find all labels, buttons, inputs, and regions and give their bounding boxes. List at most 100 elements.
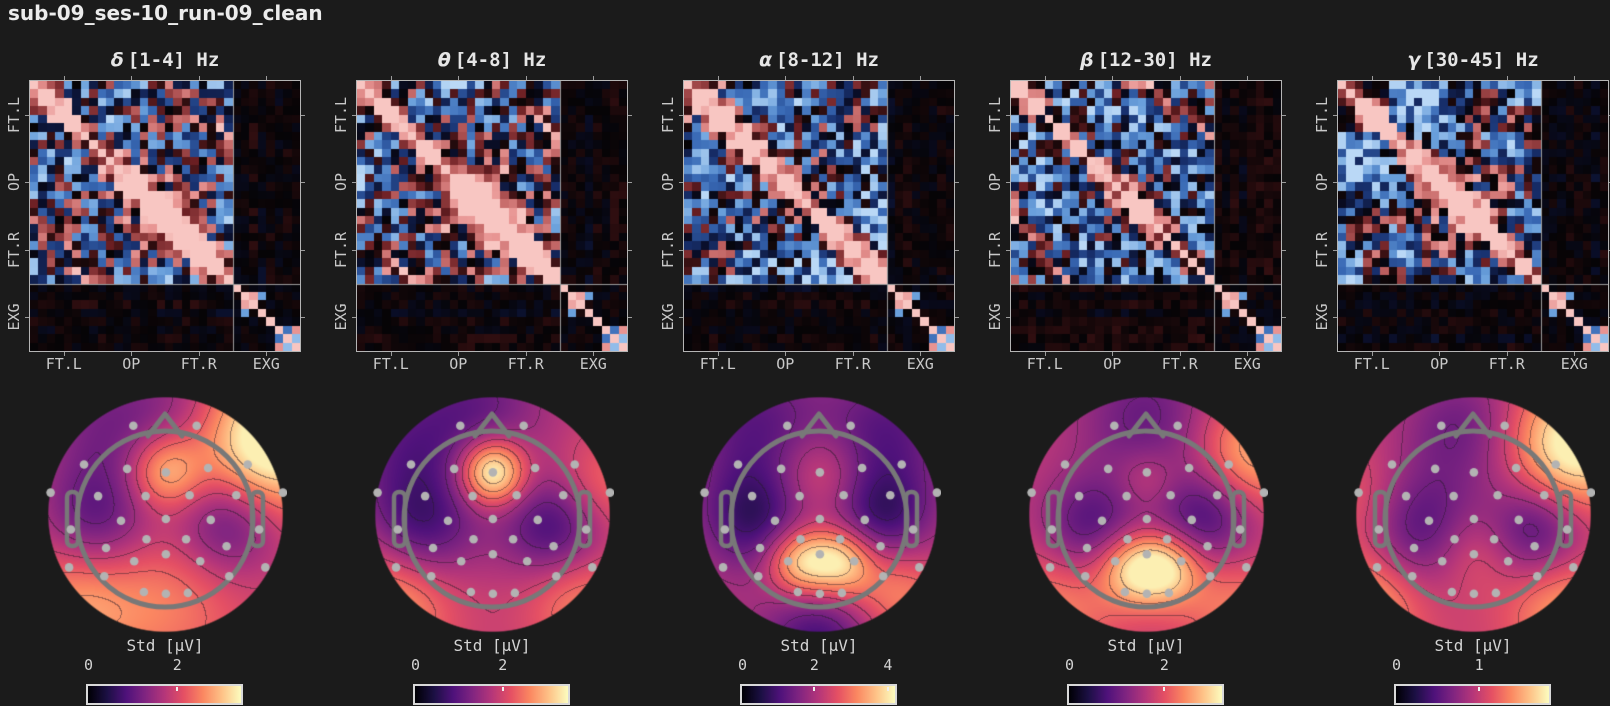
colorbar-tick-label: 2 (172, 656, 182, 674)
matrix-y-axis-label: EXG (659, 303, 677, 331)
matrix-x-axis-label: OP (1430, 355, 1449, 373)
axis-tick-mark (1439, 76, 1441, 80)
band-title: α [8-12] Hz (684, 49, 954, 71)
topomap (1024, 392, 1268, 636)
colorbar-tick-label: 2 (809, 656, 819, 674)
colorbar-title: Std [µV] (780, 636, 858, 655)
band-symbol: γ (1407, 49, 1421, 71)
axis-tick-mark (955, 317, 959, 319)
colorbar-tick-mark (501, 687, 504, 691)
band-symbol: α (758, 49, 773, 71)
colorbar-gradient (88, 686, 241, 703)
matrix-y-axis-label: FT.L (332, 96, 350, 133)
matrix-x-axis-label: OP (776, 355, 795, 373)
matrix-y-axis-label: OP (5, 173, 23, 192)
matrix-y-axis-label: FT.R (986, 231, 1004, 268)
colorbar-gradient (1069, 686, 1222, 703)
matrix-x-axis-label: FT.R (507, 355, 544, 373)
axis-tick-mark (1179, 352, 1181, 356)
matrix-y-axis-label: OP (986, 173, 1004, 192)
axis-tick-mark (301, 182, 305, 184)
matrix-x-axis-label: FT.R (834, 355, 871, 373)
axis-tick-mark (593, 352, 595, 356)
axis-tick-mark (785, 352, 787, 356)
colorbar-tick-label: 0 (737, 656, 748, 674)
band-title: δ [1-4] Hz (30, 49, 300, 71)
colorbar-tick-mark (1478, 687, 1481, 691)
axis-tick-mark (852, 76, 854, 80)
axis-tick-mark (920, 352, 922, 356)
matrix-y-axis-label: EXG (1313, 303, 1331, 331)
axis-tick-mark (785, 76, 787, 80)
axis-tick-mark (717, 76, 719, 80)
colorbar-title: Std [µV] (1107, 636, 1185, 655)
axis-tick-mark (955, 114, 959, 116)
matrix-x-axis-label: EXG (1560, 355, 1588, 373)
matrix-x-axis-label: OP (1103, 355, 1122, 373)
axis-tick-mark (1371, 352, 1373, 356)
axis-tick-mark (352, 317, 356, 319)
band-range: [1-4] Hz (127, 49, 220, 71)
axis-tick-mark (628, 317, 632, 319)
matrix-y-axis-label: EXG (5, 303, 23, 331)
axis-tick-mark (63, 76, 65, 80)
colorbar (413, 684, 570, 705)
matrix-x-axis-label: FT.L (1353, 355, 1390, 373)
axis-tick-mark (1574, 352, 1576, 356)
axis-tick-mark (458, 76, 460, 80)
colorbar-tick-label: 0 (1391, 656, 1402, 674)
axis-tick-mark (717, 352, 719, 356)
matrix-y-axis-label: FT.L (5, 96, 23, 133)
band-panel: β [12-30] Hz FT.L OP FT.R EXG FT.L OP FT.R EXG … (981, 0, 1308, 706)
colorbar-title: Std [µV] (453, 636, 531, 655)
axis-tick-mark (1439, 352, 1441, 356)
axis-tick-mark (920, 76, 922, 80)
axis-tick-mark (1247, 76, 1249, 80)
axis-tick-mark (628, 249, 632, 251)
matrix-x-axis-label: OP (449, 355, 468, 373)
axis-tick-mark (679, 317, 683, 319)
axis-tick-mark (458, 352, 460, 356)
axis-tick-mark (352, 114, 356, 116)
axis-tick-mark (301, 317, 305, 319)
band-panel: θ [4-8] Hz FT.L OP FT.R EXG FT.L OP FT.R EXG St… (327, 0, 654, 706)
axis-tick-mark (679, 182, 683, 184)
axis-tick-mark (679, 114, 683, 116)
axis-tick-mark (1282, 317, 1286, 319)
axis-tick-mark (1506, 352, 1508, 356)
colorbar (86, 684, 243, 705)
colorbar-tick-label: 2 (1159, 656, 1169, 674)
band-symbol: β (1080, 49, 1094, 71)
topomap (697, 392, 941, 636)
connectivity-matrix-heatmap (683, 80, 955, 352)
axis-tick-mark (1112, 76, 1114, 80)
matrix-y-axis-label: FT.L (659, 96, 677, 133)
axis-tick-mark (352, 182, 356, 184)
colorbar-tick-label: 0 (410, 656, 421, 674)
axis-tick-mark (1282, 114, 1286, 116)
matrix-y-axis-label: OP (332, 173, 350, 192)
band-range: [8-12] Hz (776, 49, 879, 71)
axis-tick-mark (25, 114, 29, 116)
axis-tick-mark (1282, 249, 1286, 251)
axis-tick-mark (525, 76, 527, 80)
axis-tick-mark (266, 76, 268, 80)
axis-tick-mark (25, 182, 29, 184)
matrix-x-axis-label: FT.R (1161, 355, 1198, 373)
connectivity-matrix-heatmap (29, 80, 301, 352)
axis-tick-mark (852, 352, 854, 356)
colorbar-tick-label: 0 (1064, 656, 1075, 674)
axis-tick-mark (63, 352, 65, 356)
axis-tick-mark (628, 182, 632, 184)
axis-tick-mark (525, 352, 527, 356)
band-symbol: δ (110, 49, 124, 71)
axis-tick-mark (390, 352, 392, 356)
band-range: [12-30] Hz (1097, 49, 1212, 71)
axis-tick-mark (131, 76, 133, 80)
connectivity-matrix-heatmap (356, 80, 628, 352)
colorbar (1067, 684, 1224, 705)
colorbar-gradient (1396, 686, 1549, 703)
axis-tick-mark (1044, 76, 1046, 80)
axis-tick-mark (1112, 352, 1114, 356)
band-range: [30-45] Hz (1424, 49, 1539, 71)
